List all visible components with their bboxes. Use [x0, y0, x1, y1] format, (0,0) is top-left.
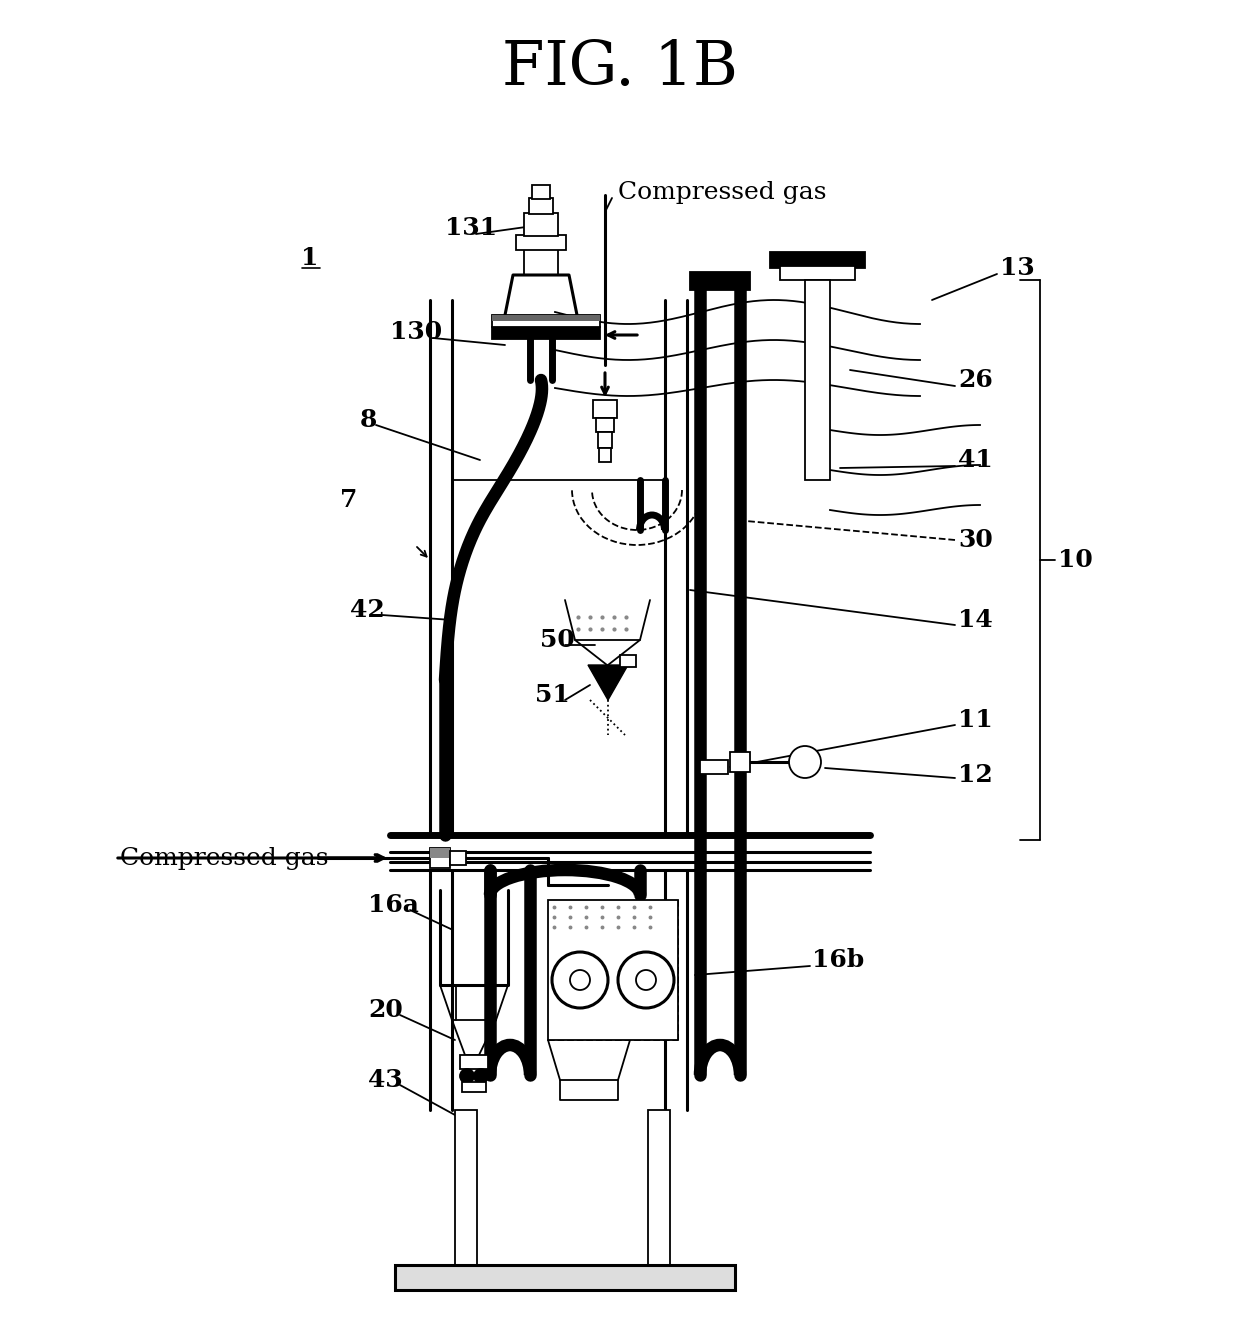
Circle shape: [618, 952, 675, 1008]
Bar: [548, 900, 678, 1039]
Bar: [492, 315, 600, 321]
Circle shape: [474, 1068, 489, 1083]
Text: 26: 26: [959, 368, 993, 392]
Text: 12: 12: [959, 762, 993, 787]
Text: 42: 42: [350, 598, 384, 623]
Bar: [701, 760, 728, 774]
Text: 43: 43: [368, 1068, 403, 1092]
Circle shape: [460, 1068, 474, 1083]
Bar: [525, 212, 558, 236]
Bar: [492, 327, 600, 339]
Bar: [430, 848, 450, 857]
Text: 16a: 16a: [368, 893, 419, 917]
Bar: [593, 400, 618, 418]
Bar: [689, 272, 750, 290]
Text: 41: 41: [959, 448, 993, 472]
Bar: [780, 266, 856, 280]
Bar: [492, 315, 600, 327]
Text: 16b: 16b: [812, 948, 864, 972]
Bar: [689, 272, 750, 290]
Text: 20: 20: [368, 998, 403, 1022]
Circle shape: [570, 969, 590, 991]
Text: FIG. 1B: FIG. 1B: [502, 38, 738, 98]
Bar: [492, 327, 600, 339]
Circle shape: [636, 969, 656, 991]
Text: 8: 8: [360, 408, 377, 433]
Polygon shape: [588, 665, 627, 700]
Circle shape: [789, 747, 821, 778]
Text: 11: 11: [959, 708, 993, 732]
Bar: [770, 252, 866, 268]
Bar: [599, 448, 611, 462]
Bar: [770, 252, 866, 268]
Text: Compressed gas: Compressed gas: [618, 181, 827, 203]
Bar: [730, 752, 750, 772]
Bar: [529, 198, 553, 214]
Bar: [450, 851, 466, 865]
Text: 14: 14: [959, 608, 993, 632]
Text: 51: 51: [534, 683, 569, 707]
Circle shape: [552, 952, 608, 1008]
Bar: [620, 656, 636, 667]
Text: 7: 7: [340, 488, 357, 512]
Bar: [598, 433, 613, 448]
Bar: [516, 235, 565, 251]
Bar: [532, 185, 551, 199]
Text: 30: 30: [959, 528, 993, 551]
Bar: [463, 1082, 486, 1092]
Bar: [596, 418, 614, 433]
Bar: [649, 1111, 670, 1270]
Text: 10: 10: [1058, 547, 1092, 572]
Text: 13: 13: [999, 256, 1034, 280]
Bar: [430, 848, 450, 868]
Text: 130: 130: [391, 321, 443, 344]
Text: 1: 1: [301, 247, 319, 270]
Bar: [396, 1265, 735, 1290]
Bar: [455, 1111, 477, 1270]
Text: Compressed gas: Compressed gas: [120, 847, 329, 869]
Text: 50: 50: [539, 628, 575, 652]
Text: 131: 131: [445, 216, 497, 240]
Bar: [460, 1055, 489, 1068]
Bar: [805, 280, 830, 480]
